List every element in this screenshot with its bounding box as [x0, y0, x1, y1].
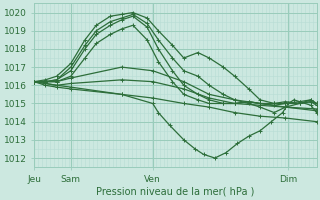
- X-axis label: Pression niveau de la mer( hPa ): Pression niveau de la mer( hPa ): [96, 187, 254, 197]
